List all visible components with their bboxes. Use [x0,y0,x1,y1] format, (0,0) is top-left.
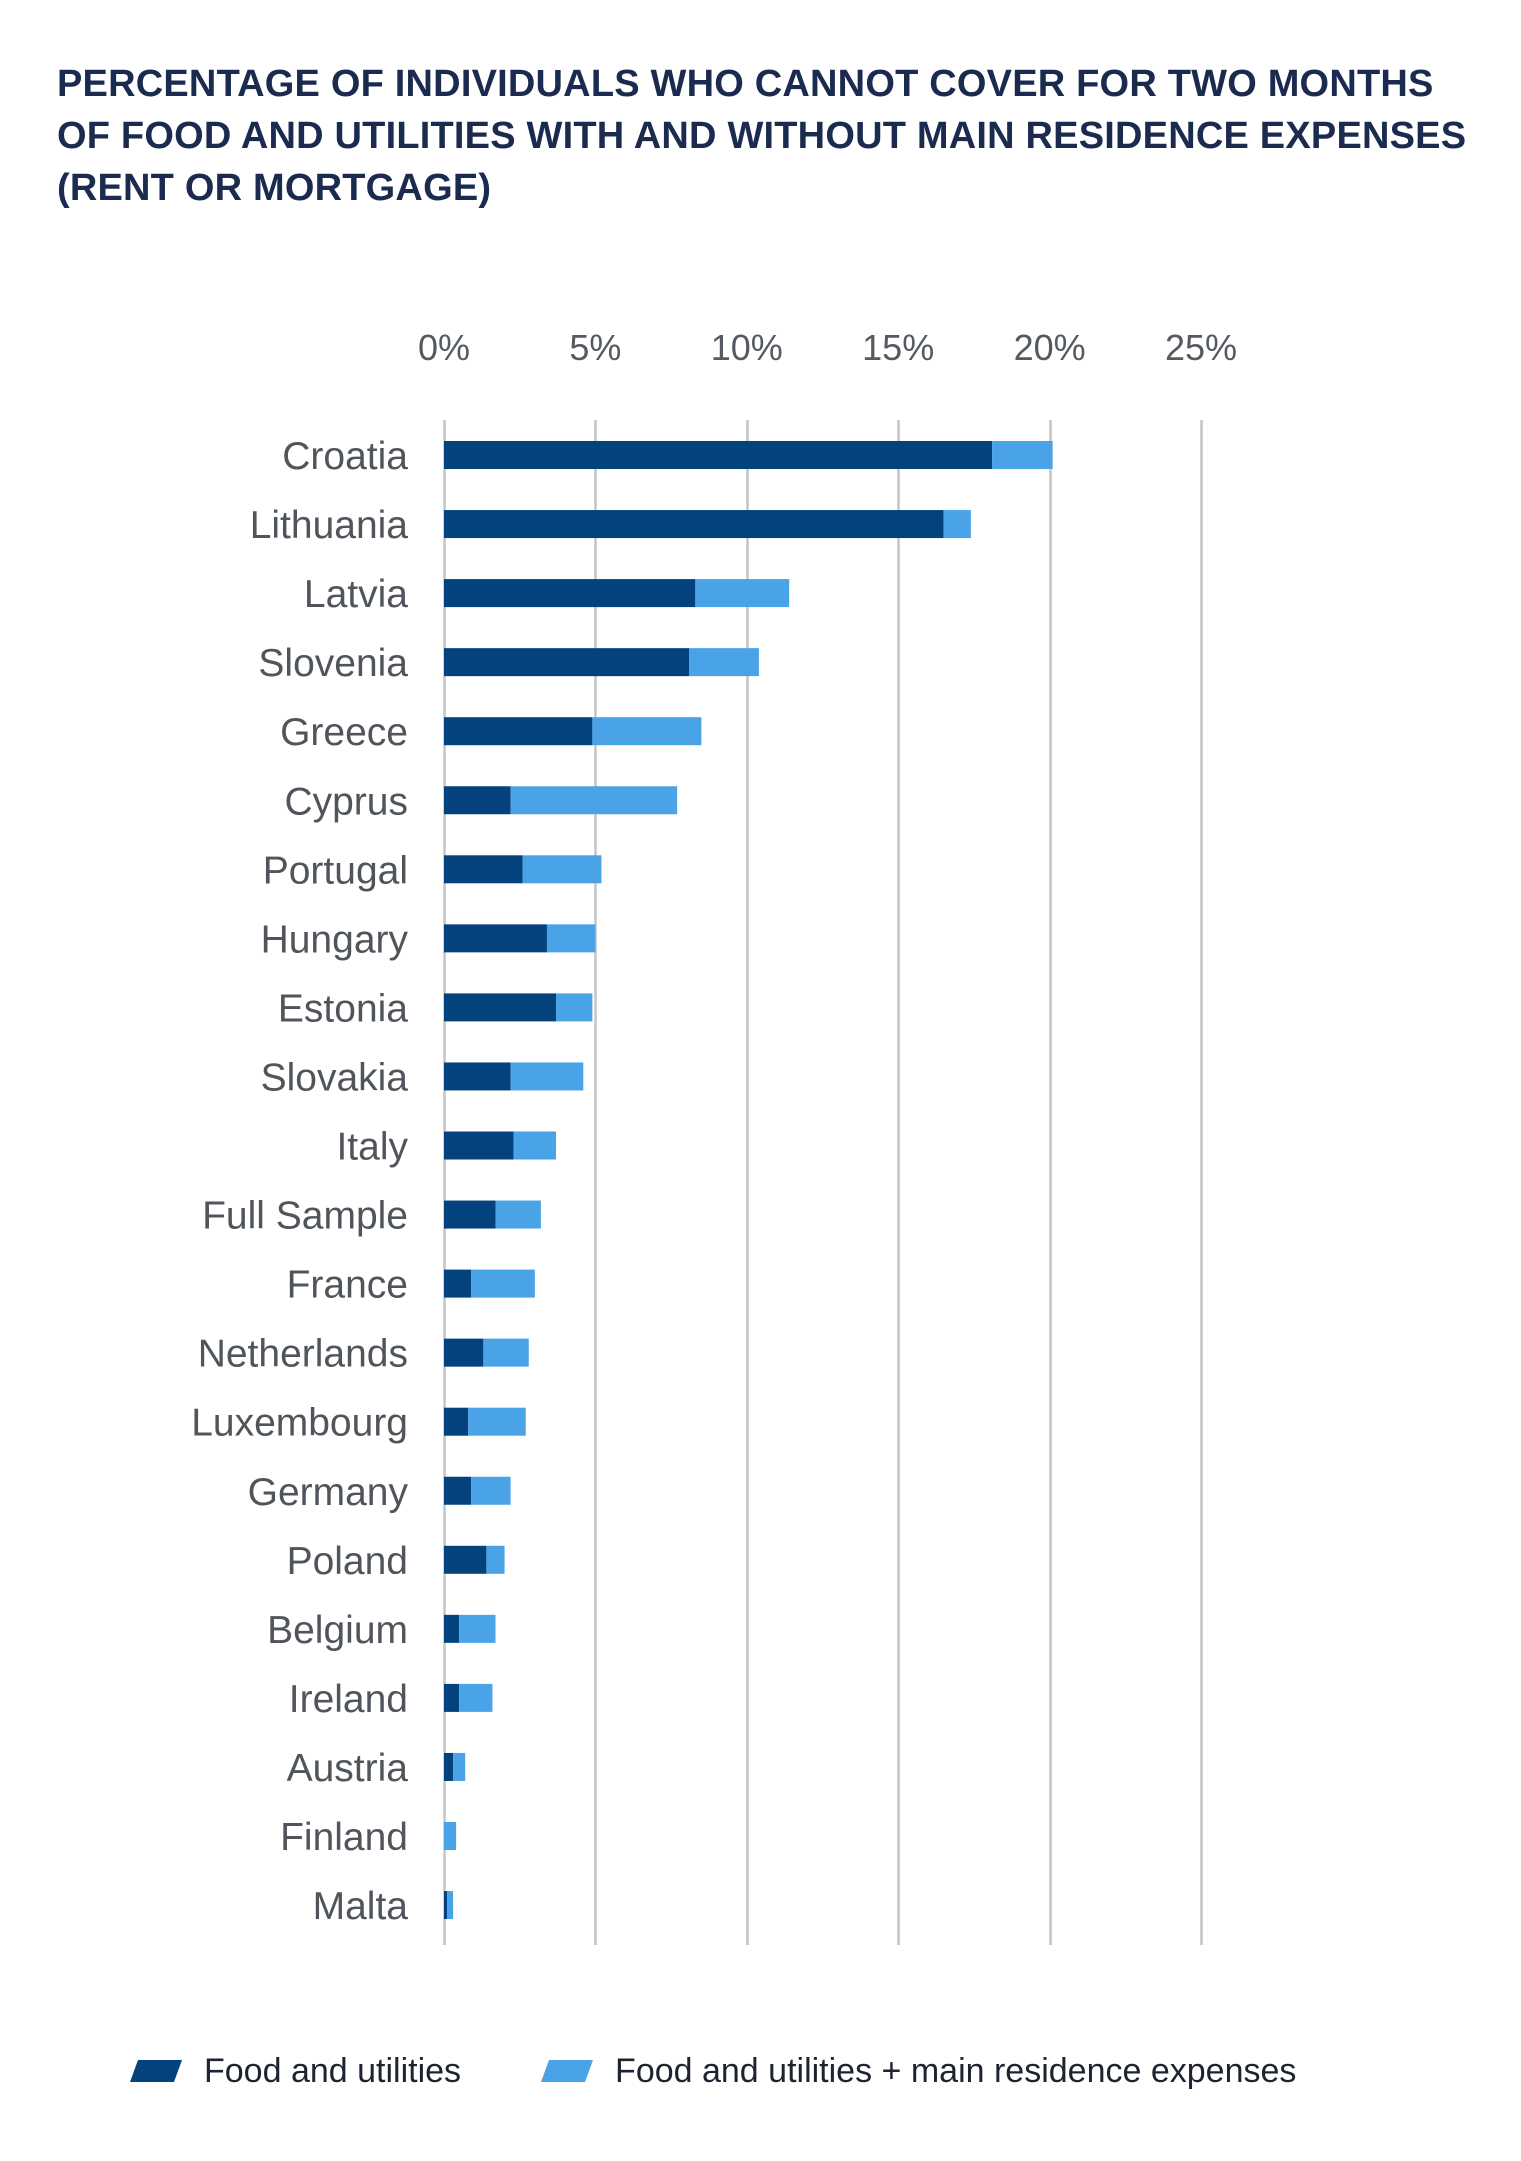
legend-item-food-utilities: Food and utilities [130,2052,461,2091]
x-tick-label: 20% [1014,327,1086,368]
bar-food-utilities [444,648,690,677]
bar-food-utilities [444,1614,460,1643]
category-label: Greece [280,711,408,754]
bar-food-utilities-residence [468,1407,526,1436]
bar-food-utilities [444,441,993,469]
bar-food-utilities-residence [486,1545,505,1574]
legend-swatch-dark [130,2060,182,2082]
category-labels: Croatia Lithuania Latvia Slovenia Greece Cypr… [191,435,408,1928]
category-label: Estonia [278,987,408,1030]
category-label: France [287,1264,408,1307]
category-label: Netherlands [198,1333,408,1376]
category-label: Latvia [304,573,408,616]
bar-food-utilities [444,1407,469,1436]
legend-label-food-utilities-residence: Food and utilities + main residence expe… [615,2051,1297,2090]
legend-swatch-light [541,2060,594,2082]
bar-food-utilities-residence [592,717,702,746]
legend-swatch-dark-shape [130,2060,182,2082]
category-label: Finland [280,1816,408,1859]
bar-food-utilities-residence [695,579,790,608]
category-label: Croatia [282,435,408,478]
category-label: Hungary [261,918,409,961]
legend-item-food-utilities-residence: Food and utilities + main residence expe… [541,2052,1296,2091]
bar-food-utilities-residence [943,510,971,539]
category-label: Belgium [267,1609,408,1652]
bar-food-utilities-residence [447,1891,454,1920]
bars [444,441,1053,1920]
category-label: Ireland [289,1678,408,1721]
category-label: Slovenia [258,642,408,685]
category-label: Poland [287,1540,408,1583]
bar-food-utilities [444,786,511,815]
bar-food-utilities-residence [522,855,602,884]
bar-food-utilities [444,855,523,884]
bar-food-utilities-residence [459,1614,496,1643]
bar-food-utilities [444,993,557,1022]
x-tick-label: 5% [569,327,621,368]
chart-title-line-3: (RENT OR MORTGAGE) [57,167,492,209]
chart-legend: Food and utilities Food and utilities + … [130,2046,1376,2096]
category-label: Full Sample [202,1195,408,1238]
x-tick-label: 15% [862,327,934,368]
category-label: Lithuania [250,504,409,547]
bar-food-utilities [444,1200,496,1229]
bar-food-utilities-residence [556,993,593,1022]
bar-food-utilities-residence [471,1269,535,1298]
bar-food-utilities-residence [453,1752,466,1781]
bar-food-utilities-residence [483,1338,529,1367]
x-tick-label: 10% [711,327,783,368]
category-label: Portugal [263,849,408,892]
category-label: Italy [336,1126,408,1169]
bar-food-utilities-residence [689,648,759,677]
category-label: Austria [287,1747,409,1790]
category-label: Luxembourg [191,1402,408,1445]
bar-food-utilities-residence [513,1131,557,1160]
bar-food-utilities-residence [992,441,1053,469]
bar-food-utilities [444,510,944,539]
category-label: Cyprus [284,780,408,823]
bar-food-utilities [444,579,696,608]
chart-title-line-2: OF FOOD AND UTILITIES WITH AND WITHOUT M… [57,115,1467,157]
legend-label-food-utilities: Food and utilities [204,2051,462,2090]
chart-title-line-1: PERCENTAGE OF INDIVIDUALS WHO CANNOT COV… [57,63,1434,105]
chart-title: PERCENTAGE OF INDIVIDUALS WHO CANNOT COV… [57,58,1477,214]
bar-food-utilities [444,1338,484,1367]
bar-chart: 0% 5% 10% 15% 20% 25% Croatia Lithuania Latvia Sl… [191,327,1237,1945]
category-label: Malta [313,1885,409,1928]
legend-swatch-light-shape [541,2060,594,2082]
bar-food-utilities [444,1062,511,1091]
bar-food-utilities [444,924,547,953]
bar-food-utilities-residence [471,1476,511,1505]
bar-food-utilities [444,717,593,746]
bar-food-utilities [444,1476,472,1505]
category-label: Slovakia [261,1056,409,1099]
bar-food-utilities-residence [510,1062,584,1091]
bar-food-utilities [444,1683,460,1712]
bar-food-utilities [444,1545,487,1574]
x-tick-labels: 0% 5% 10% 15% 20% 25% [418,327,1237,368]
category-label: Germany [248,1471,409,1514]
bar-food-utilities [444,1891,448,1920]
bar-food-utilities-residence [510,786,678,815]
bar-food-utilities-residence [495,1200,541,1229]
bar-food-utilities-residence [444,1822,457,1850]
x-tick-label: 0% [418,327,470,368]
bar-food-utilities [444,1752,454,1781]
bar-food-utilities-residence [546,924,596,953]
bar-food-utilities [444,1131,514,1160]
x-tick-label: 25% [1165,327,1237,368]
bar-food-utilities-residence [459,1683,493,1712]
bar-food-utilities [444,1269,472,1298]
